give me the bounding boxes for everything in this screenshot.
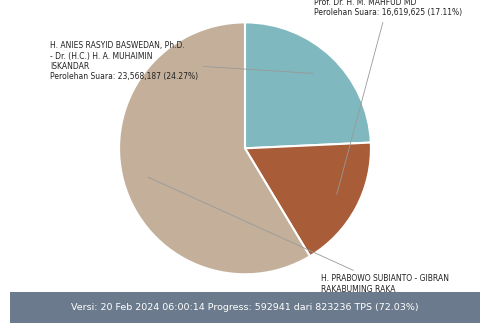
Wedge shape [245,22,371,148]
FancyBboxPatch shape [0,291,490,323]
Wedge shape [119,22,310,274]
Text: H. GANJAR PRANOWO, S.H., M.I.P. -
Prof. Dr. H. M. MAHFUD MD
Perolehan Suara: 16,: H. GANJAR PRANOWO, S.H., M.I.P. - Prof. … [314,0,463,194]
Text: H. PRABOWO SUBIANTO - GIBRAN
RAKABUMING RAKA
Perolehan Suara: 56,929,049 (58.62%: H. PRABOWO SUBIANTO - GIBRAN RAKABUMING … [148,177,469,304]
Wedge shape [245,142,371,256]
Text: H. ANIES RASYID BASWEDAN, Ph.D.
- Dr. (H.C.) H. A. MUHAIMIN
ISKANDAR
Perolehan S: H. ANIES RASYID BASWEDAN, Ph.D. - Dr. (H… [50,41,314,82]
Text: Versi: 20 Feb 2024 06:00:14 Progress: 592941 dari 823236 TPS (72.03%): Versi: 20 Feb 2024 06:00:14 Progress: 59… [71,303,419,312]
